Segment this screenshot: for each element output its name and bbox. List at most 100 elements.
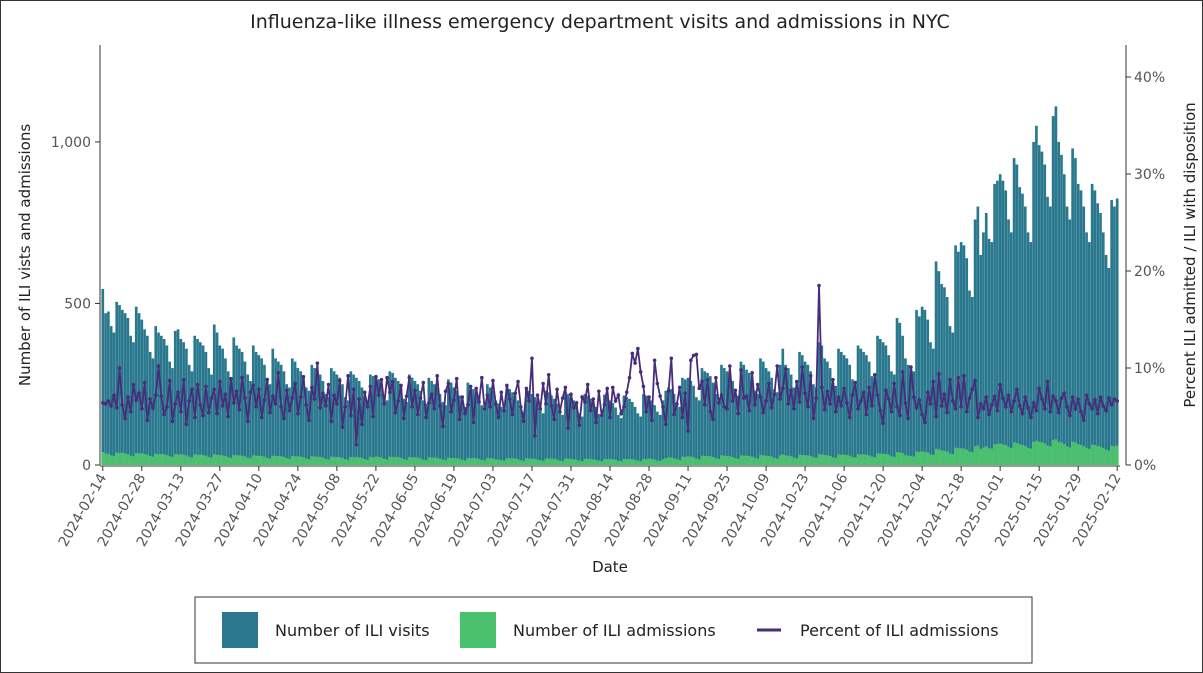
line-point xyxy=(569,392,573,396)
bar xyxy=(413,381,417,465)
bar xyxy=(892,456,896,465)
bar xyxy=(293,361,297,465)
y-tick-label: 500 xyxy=(64,296,91,312)
bar xyxy=(987,448,991,465)
line-point xyxy=(404,394,409,398)
line-point xyxy=(577,423,582,428)
line-point xyxy=(248,390,253,395)
bar xyxy=(1046,445,1049,465)
bar xyxy=(764,368,768,465)
line-point xyxy=(792,406,796,411)
bar xyxy=(931,348,935,465)
bar xyxy=(480,405,484,465)
line-point xyxy=(962,373,966,378)
bar xyxy=(469,458,472,465)
line-point xyxy=(156,364,161,368)
y2-axis-label: Percent ILI admitted / ILI with disposit… xyxy=(1181,102,1199,407)
bar xyxy=(480,459,484,465)
bar xyxy=(611,402,615,465)
bar xyxy=(210,457,213,465)
bar xyxy=(775,458,779,465)
line-point xyxy=(304,403,309,407)
bar xyxy=(307,459,311,465)
bar xyxy=(630,402,634,465)
bar xyxy=(1021,193,1024,465)
bar xyxy=(302,457,305,465)
bar xyxy=(519,408,523,465)
bar xyxy=(1007,446,1010,465)
bar xyxy=(800,454,804,465)
line-point xyxy=(1012,399,1016,403)
line-point xyxy=(499,390,504,395)
line-point xyxy=(602,403,607,407)
bar xyxy=(583,458,587,465)
bar xyxy=(686,456,690,465)
line-point xyxy=(624,390,629,395)
bar xyxy=(388,371,392,465)
line-point xyxy=(655,381,660,386)
bar xyxy=(341,457,344,465)
bar xyxy=(817,342,821,465)
bar xyxy=(271,348,275,465)
bar xyxy=(285,384,289,465)
line-point xyxy=(237,407,242,412)
bar xyxy=(923,309,927,465)
line-point xyxy=(257,387,261,392)
bar xyxy=(508,389,512,465)
bar xyxy=(837,348,840,465)
line-point xyxy=(939,404,944,408)
bar xyxy=(299,456,302,465)
bar xyxy=(260,455,263,465)
line-point xyxy=(382,402,387,406)
bar xyxy=(288,458,291,465)
bar xyxy=(444,460,447,465)
bar xyxy=(870,376,874,465)
bar xyxy=(984,446,988,465)
line-point xyxy=(964,409,969,414)
line-point xyxy=(892,381,897,386)
line-point xyxy=(276,371,281,375)
line-point xyxy=(599,413,604,418)
line-point xyxy=(566,426,570,430)
line-point xyxy=(741,396,746,400)
bar xyxy=(140,453,144,465)
line-point xyxy=(794,379,799,384)
bar xyxy=(449,457,453,465)
bar xyxy=(619,461,623,465)
bar xyxy=(224,358,227,465)
line-point xyxy=(616,393,621,397)
bar xyxy=(382,458,386,465)
bar xyxy=(463,406,467,465)
line-point xyxy=(1056,410,1061,415)
bar xyxy=(669,389,673,465)
bar xyxy=(884,345,888,465)
bar xyxy=(391,372,394,465)
line-point xyxy=(588,408,593,413)
bar xyxy=(204,351,208,465)
bar xyxy=(1082,446,1086,465)
bar xyxy=(516,459,520,465)
bar xyxy=(803,361,807,465)
bar xyxy=(990,448,994,465)
bar xyxy=(784,455,787,465)
line-point xyxy=(310,385,314,390)
bar xyxy=(853,382,857,465)
bar xyxy=(982,447,985,465)
bar xyxy=(1057,441,1061,465)
bar xyxy=(756,393,760,465)
bar xyxy=(608,458,612,465)
line-point xyxy=(889,409,894,414)
line-point xyxy=(580,395,584,399)
bar xyxy=(761,455,765,465)
bar xyxy=(1004,190,1008,465)
bar xyxy=(215,332,219,465)
bar xyxy=(683,379,687,465)
bar xyxy=(491,390,495,465)
bar xyxy=(1043,443,1047,465)
bar xyxy=(109,455,113,465)
bar xyxy=(483,460,486,465)
bar xyxy=(137,453,141,465)
bar xyxy=(892,374,896,465)
bar xyxy=(904,454,907,465)
bar xyxy=(1110,200,1113,466)
